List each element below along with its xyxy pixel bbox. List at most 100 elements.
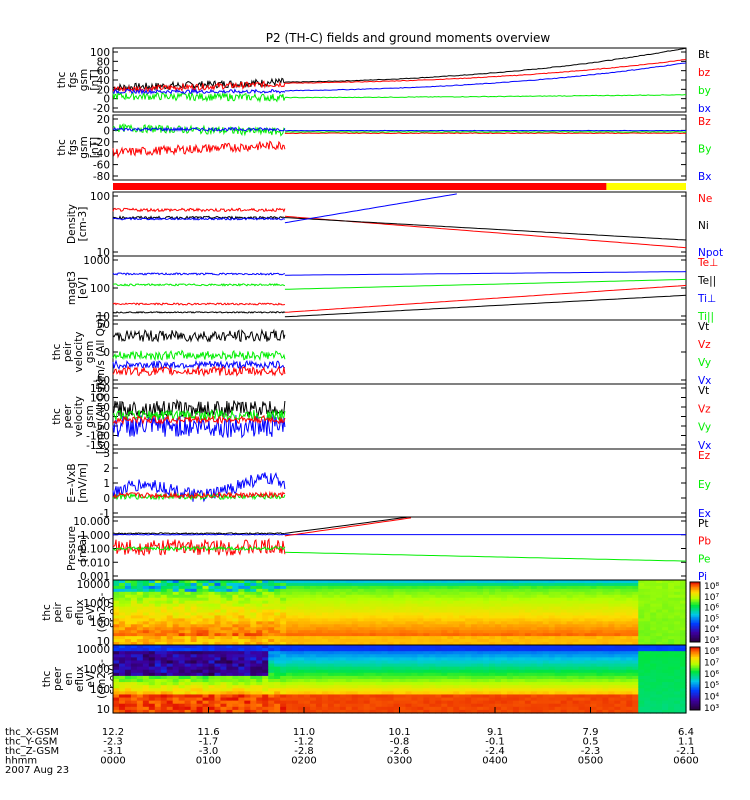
spectrogram-cell [298, 709, 305, 714]
spectrogram-cell [274, 694, 281, 699]
spectrogram-cell [208, 697, 216, 702]
spectrogram-cell [423, 685, 430, 689]
spectrogram-cell [304, 621, 311, 625]
spectrogram-cell [381, 636, 389, 640]
spectrogram-cell [369, 703, 377, 708]
spectrogram-cell [500, 651, 508, 655]
spectrogram-cell [262, 588, 269, 593]
spectrogram-cell [411, 580, 419, 584]
spectrogram-cell [256, 688, 263, 692]
spectrogram-cell [662, 636, 669, 640]
spectrogram-cell [250, 691, 257, 696]
spectrogram-cell [620, 675, 627, 680]
spectrogram-cell [214, 691, 222, 696]
spectrogram-cell [238, 657, 245, 662]
spectrogram-cell [202, 594, 210, 599]
spectrogram-cell [626, 627, 633, 631]
spectrogram-cell [536, 672, 544, 677]
spectrogram-cell [680, 685, 687, 689]
spectrogram-cell [554, 633, 562, 637]
spectrogram-cell [548, 672, 556, 677]
spectrogram-cell [280, 585, 287, 590]
spectrogram-cell [536, 666, 544, 671]
spectrogram-cell [232, 585, 239, 590]
spectrogram-cell [602, 618, 610, 622]
spectrogram-cell [280, 588, 287, 593]
spectrogram-cell [536, 618, 544, 622]
spectrogram-cell [602, 606, 610, 611]
spectrogram-cell [662, 700, 669, 705]
colorbar-cell [690, 597, 700, 599]
colorbar-cell [690, 595, 700, 598]
spectrogram-cell [584, 636, 592, 640]
spectrogram-cell [578, 703, 586, 708]
spectrogram-cell [172, 709, 180, 714]
spectrogram-cell [554, 600, 562, 605]
spectrogram-cell [584, 657, 592, 662]
spectrogram-cell [542, 594, 550, 599]
spectrogram-cell [518, 636, 526, 640]
colorbar-cell [690, 651, 700, 654]
spectrogram-cell [208, 706, 216, 711]
spectrogram-cell [130, 582, 138, 587]
spectrogram-cell [405, 639, 413, 643]
spectrogram-cell [250, 585, 257, 590]
spectrogram-cell [542, 672, 550, 677]
spectrogram-cell [286, 585, 293, 590]
spectrogram-cell [226, 703, 233, 708]
spectrogram-cell [238, 636, 245, 640]
spectrogram-cell [471, 682, 478, 686]
spectrogram-cell [244, 580, 251, 584]
spectrogram-cell [160, 594, 168, 599]
spectrogram-cell [375, 669, 383, 674]
spectrogram-cell [495, 633, 502, 637]
spectrogram-cell [512, 688, 520, 692]
spectrogram-cell [214, 630, 222, 634]
spectrogram-cell [674, 615, 681, 620]
spectrogram-cell [178, 582, 186, 587]
spectrogram-cell [548, 624, 556, 628]
spectrogram-cell [530, 609, 538, 614]
spectrogram-cell [220, 669, 228, 674]
spectrogram-cell [118, 588, 126, 593]
spectrogram-cell [351, 682, 359, 686]
spectrogram-cell [202, 606, 210, 611]
spectrogram-cell [417, 694, 424, 699]
spectrogram-cell [477, 709, 484, 714]
spectrogram-cell [680, 709, 687, 714]
spectrogram-cell [327, 591, 335, 596]
spectrogram-cell [566, 657, 574, 662]
ne-series-line [112, 207, 286, 213]
spectrogram-cell [339, 685, 347, 689]
spectrogram-cell [566, 672, 574, 677]
spectrogram-cell [393, 700, 401, 705]
spectrogram-cell [602, 648, 610, 652]
spectrogram-cell [584, 672, 592, 677]
spectrogram-cell [178, 636, 186, 640]
spectrogram-cell [632, 609, 639, 614]
spectrogram-cell [656, 582, 663, 587]
spectrogram-cell [286, 630, 293, 634]
spectrogram-cell [578, 691, 586, 696]
spectrogram-cell [662, 694, 669, 699]
spectrogram-cell [596, 703, 604, 708]
spectrogram-cell [393, 672, 401, 677]
spectrogram-cell [250, 597, 257, 602]
spectrogram-cell [554, 621, 562, 625]
spectrogram-cell [196, 597, 204, 602]
spectrogram-cell [680, 600, 687, 605]
spectrogram-cell [339, 580, 347, 584]
spectrogram-cell [608, 603, 615, 608]
spectrogram-cell [196, 700, 204, 705]
spectrogram-cell [638, 597, 645, 602]
spectrogram-cell [596, 624, 604, 628]
spectrogram-cell [262, 685, 269, 689]
spectrogram-cell [280, 636, 287, 640]
spectrogram-cell [512, 630, 520, 634]
colorbar-cell [690, 672, 700, 675]
spectrogram-cell [483, 675, 490, 680]
spectrogram-cell [578, 648, 586, 652]
spectrogram-cell [584, 582, 592, 587]
spectrogram-cell [154, 642, 162, 646]
spectrogram-cell [250, 648, 257, 652]
